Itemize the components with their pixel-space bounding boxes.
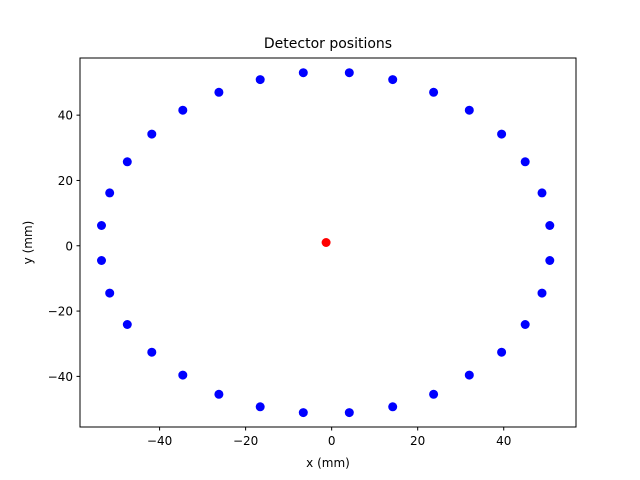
detector-point — [388, 75, 398, 85]
x-tick-label: 0 — [328, 434, 336, 448]
detector-point — [122, 320, 132, 329]
plot-frame — [79, 57, 577, 428]
detector-point — [97, 221, 106, 230]
y-axis: −40 −20 0 20 40 — [48, 109, 80, 384]
detector-point — [214, 87, 224, 97]
detector-point — [520, 157, 530, 167]
detector-point — [464, 105, 474, 115]
detector-point — [298, 408, 308, 418]
detector-point — [537, 288, 547, 298]
detector-point — [429, 389, 439, 399]
detector-point — [545, 256, 555, 265]
y-tick-label: 20 — [58, 174, 73, 188]
x-tick-label: −40 — [147, 434, 172, 448]
detector-point — [344, 408, 354, 418]
detector-point — [178, 105, 188, 115]
detector-point — [464, 370, 474, 380]
detector-point — [255, 402, 265, 412]
detector-point — [255, 75, 265, 85]
detector-point — [97, 256, 106, 265]
detector-point — [497, 129, 507, 139]
detector-point — [178, 370, 188, 380]
detector-point — [344, 68, 354, 78]
y-axis-label: y (mm) — [21, 221, 35, 265]
detector-point — [105, 288, 115, 298]
y-tick-label: 40 — [58, 109, 73, 123]
detector-point — [520, 320, 530, 329]
y-tick-label: −40 — [48, 370, 73, 384]
detector-point — [497, 347, 507, 357]
y-tick-label: 0 — [65, 239, 73, 253]
plot-points — [97, 68, 555, 418]
y-tick-label: −20 — [48, 305, 73, 319]
x-tick-label: 20 — [410, 434, 425, 448]
detector-point — [545, 221, 555, 230]
detector-point — [122, 157, 132, 167]
chart-title: Detector positions — [264, 36, 392, 52]
x-tick-label: 40 — [496, 434, 511, 448]
detector-point — [214, 389, 224, 399]
detector-point — [147, 129, 157, 139]
detector-point — [105, 188, 115, 198]
detector-point — [388, 402, 398, 412]
detector-point — [537, 188, 547, 198]
center-point — [321, 238, 331, 247]
detector-point — [429, 87, 439, 97]
x-axis-label: x (mm) — [306, 456, 350, 470]
detector-point — [298, 68, 308, 78]
x-tick-label: −20 — [233, 434, 258, 448]
x-axis: −40 −20 0 20 40 — [147, 427, 511, 448]
detector-point — [147, 347, 157, 357]
